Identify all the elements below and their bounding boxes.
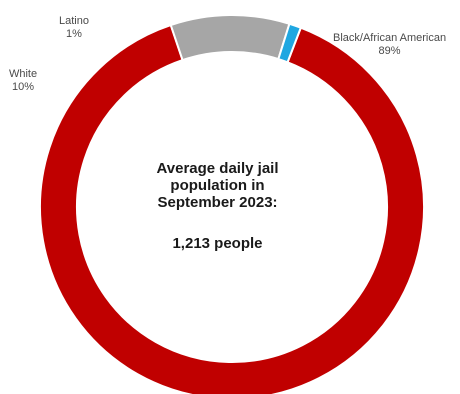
- label-black-african-american: Black/African American 89%: [333, 32, 446, 58]
- label-white-pct: 10%: [11, 81, 35, 93]
- slice-white: [169, 14, 291, 62]
- slice-black-african-american: [39, 23, 425, 394]
- label-latino-name: Latino: [59, 15, 89, 27]
- label-black-african-american-name: Black/African American: [333, 32, 447, 44]
- center-text: Average daily jail population in Septemb…: [115, 160, 320, 252]
- label-white-name: White: [8, 68, 38, 80]
- label-white: White 10%: [0, 68, 46, 94]
- center-text-line-3: September 2023:: [157, 194, 278, 211]
- label-latino-pct: 1%: [66, 28, 82, 40]
- label-latino: Latino 1%: [54, 15, 94, 41]
- center-text-line-2: population in: [170, 177, 265, 194]
- center-text-line-1: Average daily jail: [156, 160, 279, 177]
- label-black-african-american-pct: 89%: [378, 45, 401, 57]
- center-text-total: 1,213 people: [172, 235, 263, 252]
- slice-latino: [277, 22, 303, 64]
